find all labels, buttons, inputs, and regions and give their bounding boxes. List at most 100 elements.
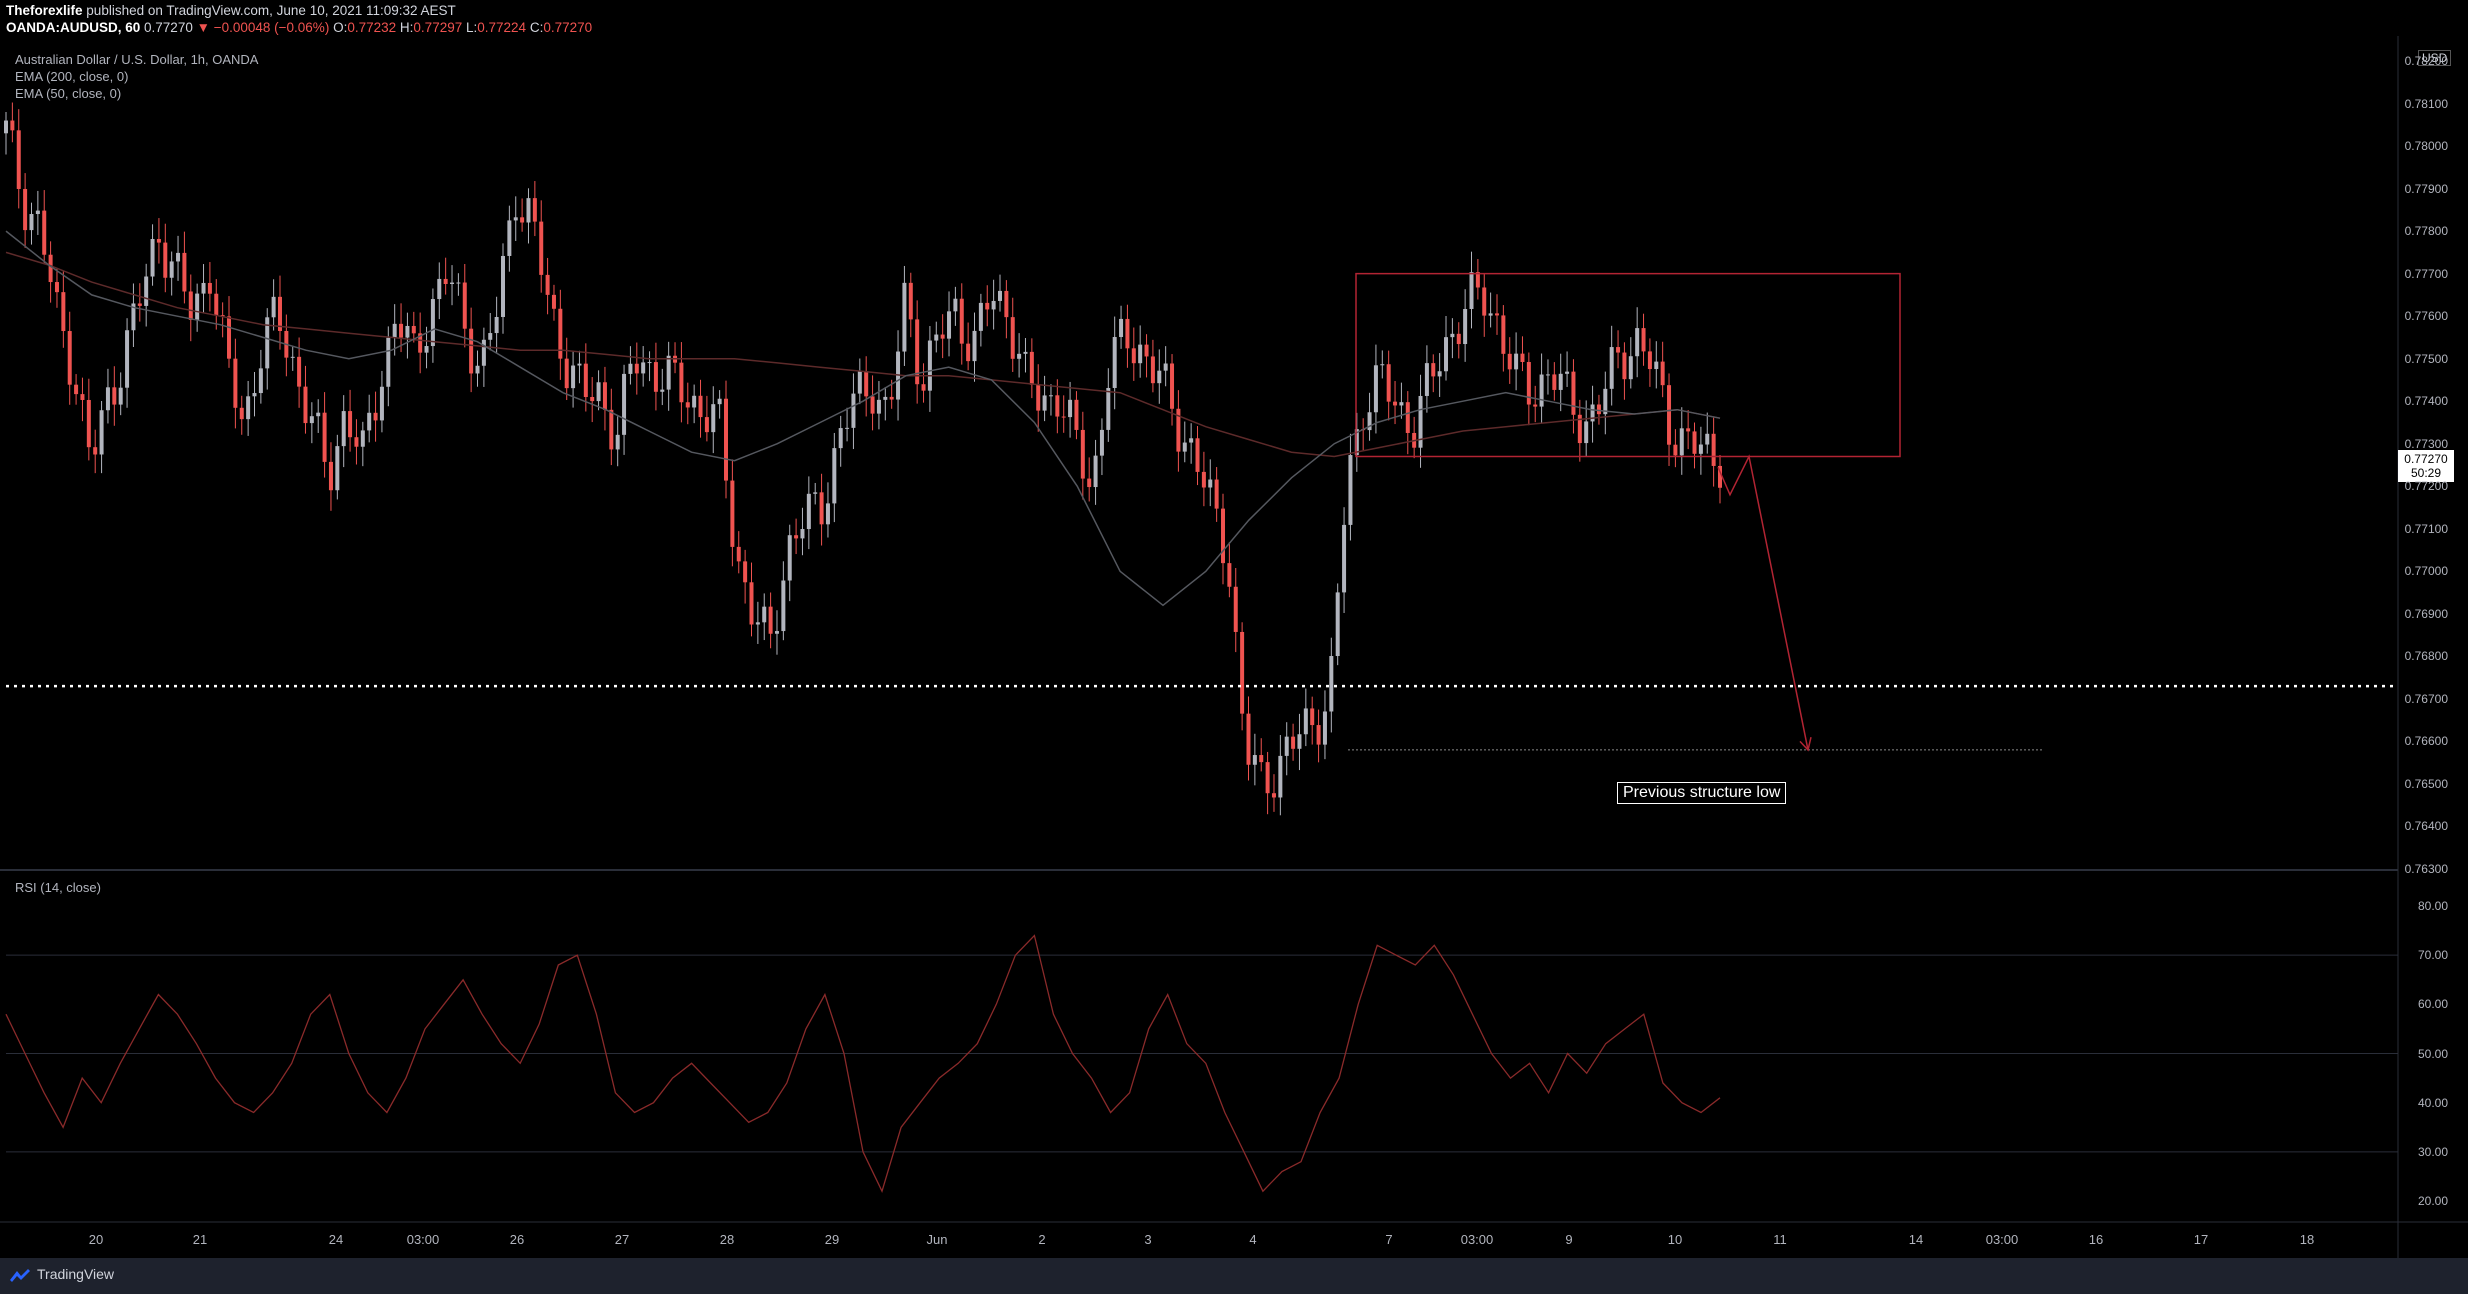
price-tick-label: 0.76800: [2404, 649, 2448, 664]
candle-body: [1373, 365, 1378, 413]
candle-body: [615, 434, 620, 450]
time-tick-label: 03:00: [406, 1232, 440, 1247]
candle-body: [717, 398, 722, 405]
candle-body: [1635, 328, 1640, 357]
tradingview-logo[interactable]: TradingView: [8, 1266, 114, 1282]
author-name[interactable]: Theforexlife: [6, 3, 83, 18]
candle-body: [112, 387, 117, 405]
time-tick-label: 18: [2299, 1232, 2315, 1247]
candle-body: [1393, 401, 1398, 406]
rsi-line: [5, 934, 1721, 1193]
candle-body: [1399, 402, 1404, 406]
rsi-tick-label: 70.00: [2417, 948, 2448, 963]
candle-body: [551, 294, 556, 309]
candle-body: [61, 292, 66, 332]
candle-body: [1450, 333, 1455, 338]
symbol-label: OANDA:AUDUSD, 60: [6, 20, 141, 35]
candle-body: [1514, 353, 1519, 370]
candle-body: [934, 334, 939, 341]
candle-body: [832, 448, 837, 504]
price-tick-label: 0.77600: [2404, 309, 2448, 324]
candle-body: [322, 412, 327, 462]
candle-body: [583, 363, 588, 398]
candle-body: [481, 339, 486, 366]
candle-body: [602, 382, 607, 410]
candle-body: [1482, 287, 1487, 316]
candle-body: [1603, 388, 1608, 415]
time-tick-label: 7: [1385, 1232, 1393, 1247]
candle-body: [940, 334, 945, 339]
candle-body: [379, 386, 384, 421]
candle-body: [265, 317, 270, 369]
structure-low-annotation[interactable]: Previous structure low: [1617, 782, 1787, 804]
candle-body: [118, 387, 123, 405]
candle-body: [985, 302, 990, 310]
time-tick-label: 4: [1249, 1232, 1257, 1247]
time-tick-label: 29: [824, 1232, 840, 1247]
low-value: 0.77224: [477, 20, 527, 35]
rsi-tick-label: 50.00: [2417, 1046, 2448, 1061]
candle-body: [1227, 563, 1232, 587]
candle-body: [290, 356, 295, 358]
consolidation-box: [1355, 272, 1901, 458]
price-tick-label: 0.76900: [2404, 606, 2448, 621]
candle-body: [768, 606, 773, 634]
chart-area[interactable]: Australian Dollar / U.S. Dollar, 1h, OAN…: [0, 36, 2468, 1258]
candle-body: [1475, 272, 1480, 288]
last-value: 0.77270: [144, 20, 193, 35]
candle-body: [1233, 586, 1238, 632]
candle-body: [1552, 374, 1557, 390]
candle-body: [399, 323, 404, 338]
candle-body: [411, 325, 416, 334]
candle-body: [653, 362, 658, 392]
candle-body: [341, 411, 346, 447]
candle-body: [1469, 272, 1474, 309]
candle-body: [545, 274, 550, 295]
candle-body: [277, 296, 282, 331]
open-label: O:: [333, 20, 348, 35]
candle-body: [704, 417, 709, 433]
candle-body: [1284, 736, 1289, 756]
currency-badge[interactable]: USD: [2418, 50, 2452, 66]
candle-body: [590, 397, 595, 402]
candle-body: [443, 278, 448, 285]
price-chart-canvas[interactable]: [0, 36, 2468, 1258]
candle-body: [628, 363, 633, 374]
candle-body: [736, 546, 741, 562]
candle-body: [99, 410, 104, 455]
candle-body: [800, 529, 805, 539]
candle-body: [424, 346, 429, 353]
candle-body: [1431, 363, 1436, 377]
candle-body: [144, 276, 149, 306]
candle-body: [1010, 317, 1015, 359]
candle-body: [437, 278, 442, 300]
candle-body: [1660, 361, 1665, 386]
candle-body: [1259, 755, 1264, 763]
candle-body: [392, 323, 397, 338]
candle-body: [1686, 428, 1691, 432]
rsi-tick-label: 30.00: [2417, 1144, 2448, 1159]
candle-body: [105, 387, 110, 411]
candle-body: [596, 382, 601, 402]
candle-body: [1195, 438, 1200, 472]
candle-body: [845, 427, 850, 429]
candle-body: [1545, 374, 1550, 376]
footer-bar: TradingView: [0, 1258, 2468, 1294]
candle-body: [1048, 395, 1053, 397]
candle-body: [1189, 438, 1194, 443]
candle-body: [462, 282, 467, 329]
candle-body: [1705, 433, 1710, 445]
candle-body: [806, 493, 811, 530]
candle-body: [156, 239, 161, 243]
candle-body: [239, 407, 244, 420]
close-value: 0.77270: [543, 20, 593, 35]
ema50-legend[interactable]: EMA (50, close, 0): [15, 86, 122, 101]
candle-body: [1099, 429, 1104, 456]
candle-body: [67, 331, 72, 385]
candle-body: [456, 282, 461, 284]
candle-body: [870, 396, 875, 414]
ema200-legend[interactable]: EMA (200, close, 0): [15, 69, 129, 84]
candle-body: [1667, 385, 1672, 445]
rsi-legend[interactable]: RSI (14, close): [15, 880, 101, 895]
candle-body: [609, 409, 614, 450]
